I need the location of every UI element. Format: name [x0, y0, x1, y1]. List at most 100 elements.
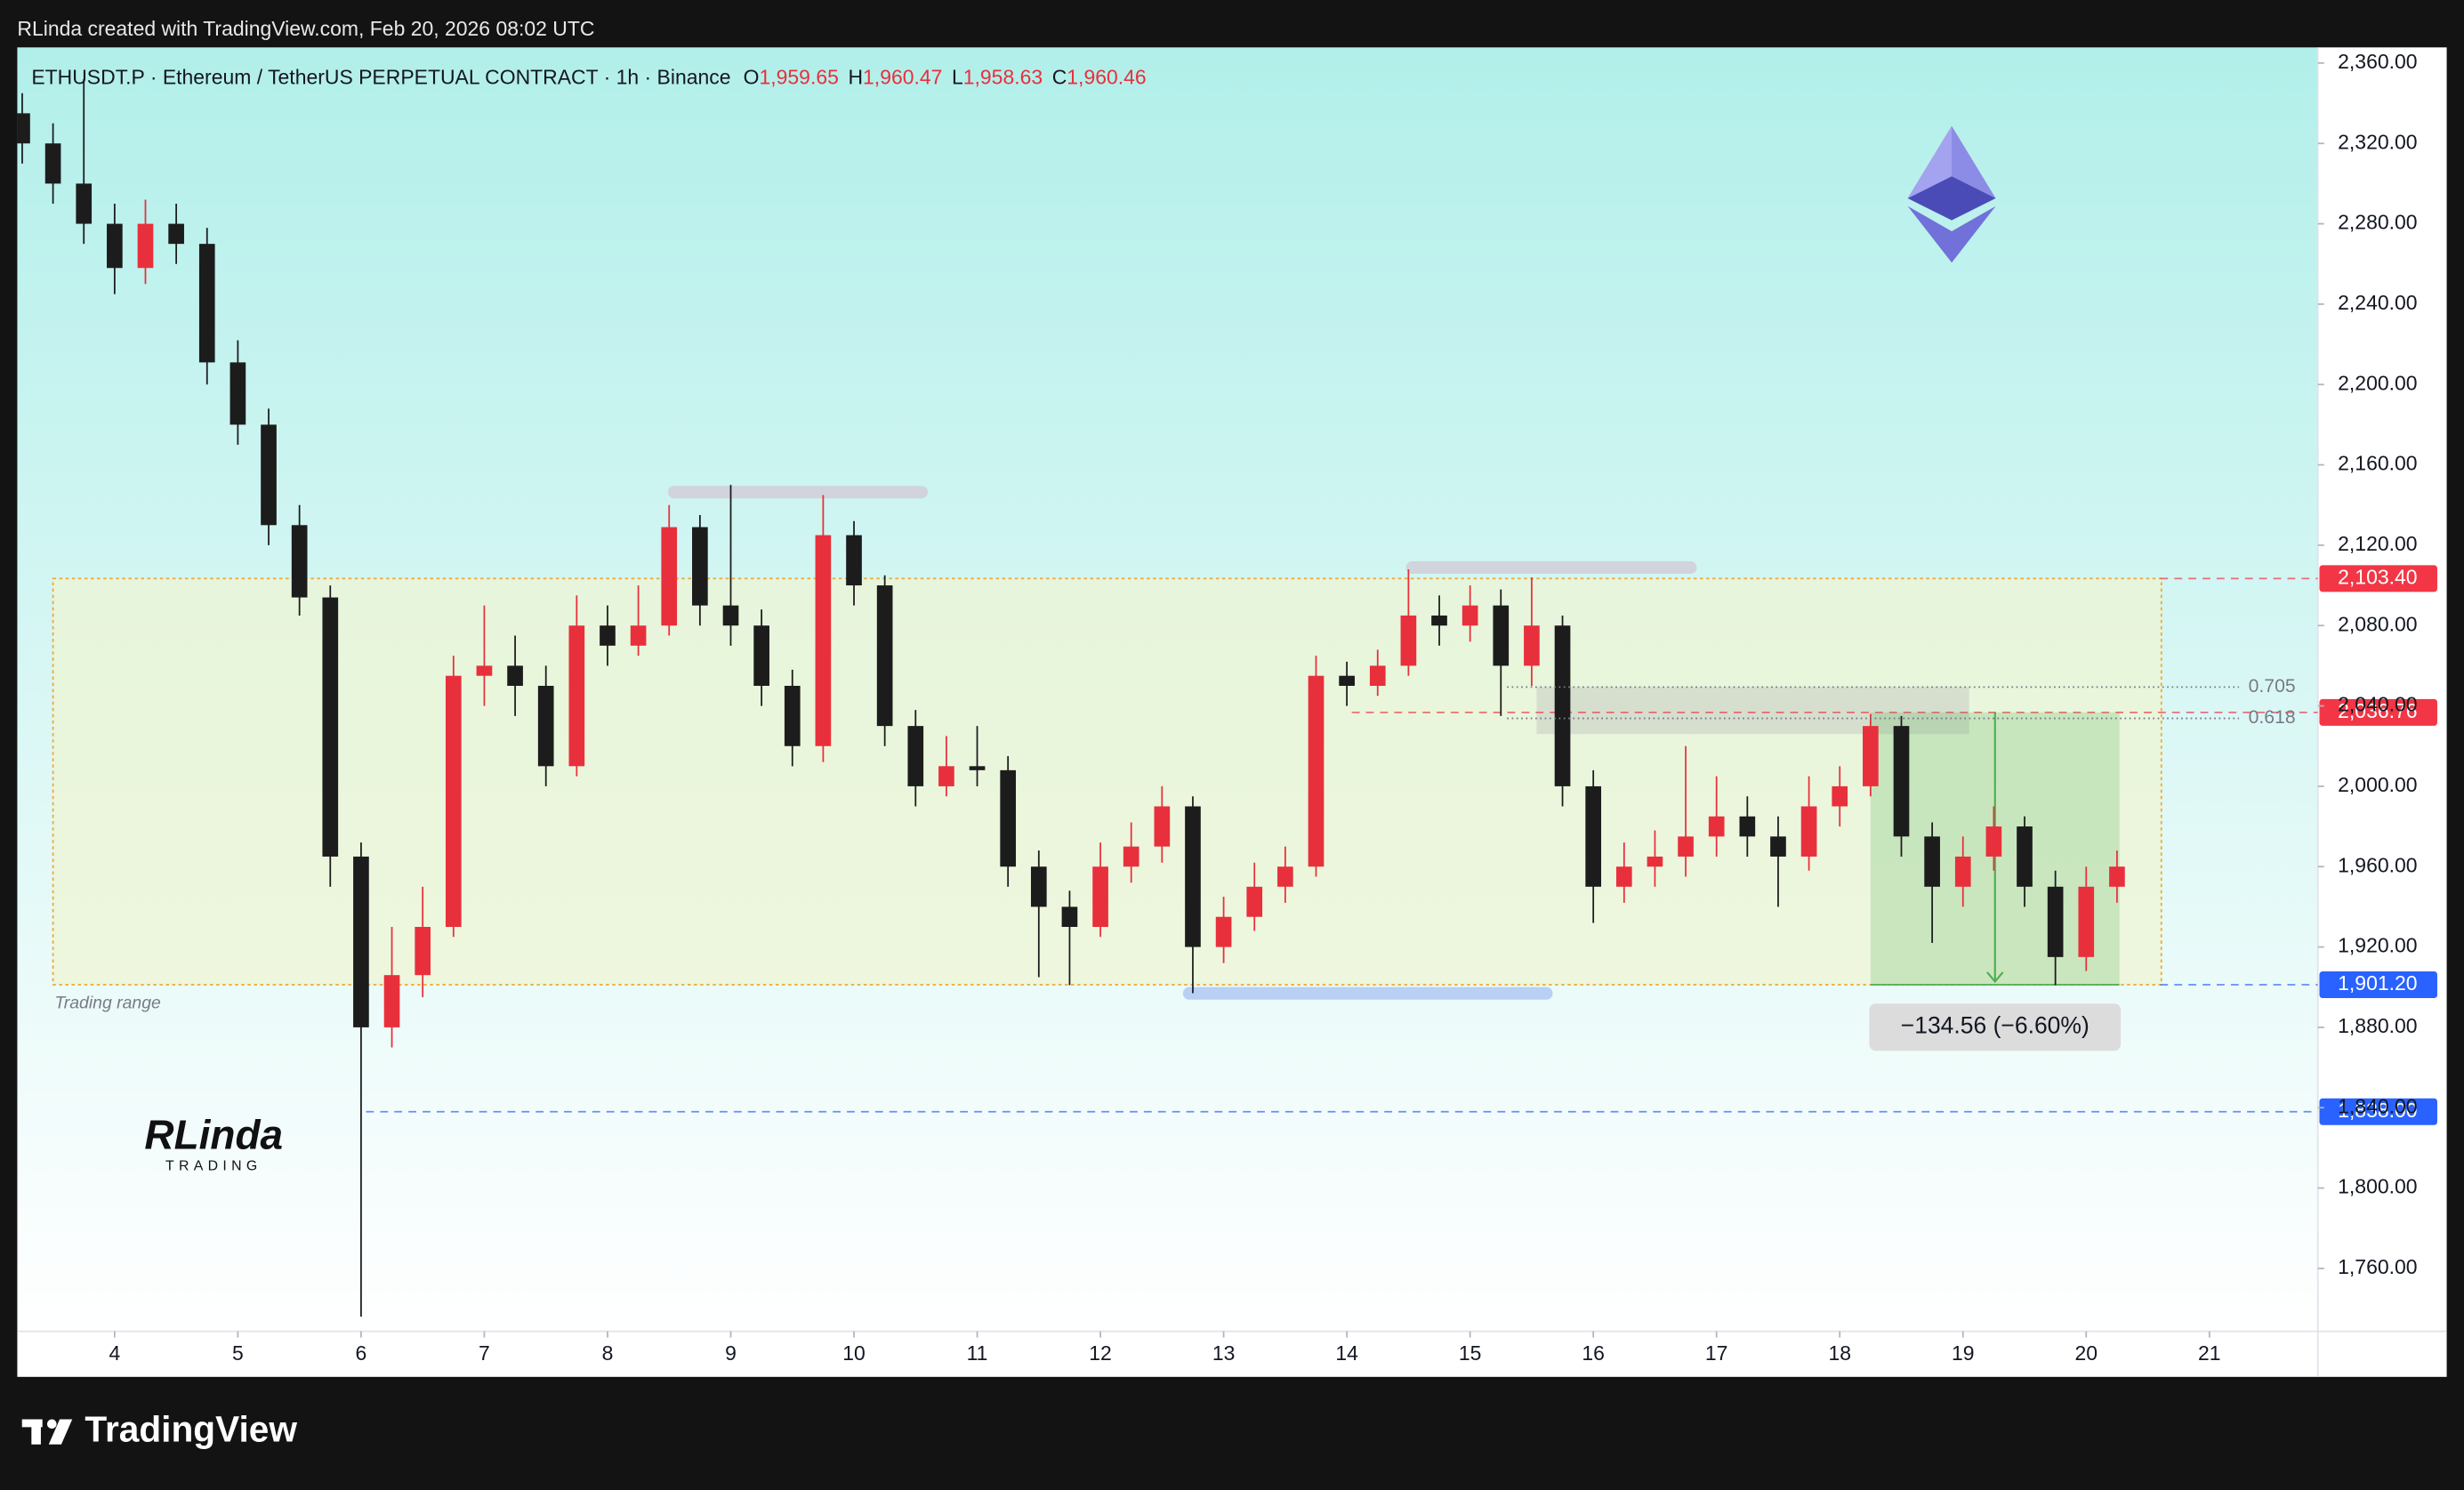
- y-tick-label: 2,280.00: [2338, 211, 2417, 234]
- candle-body: [1123, 846, 1139, 867]
- candle-body: [415, 926, 431, 976]
- candle-body: [1770, 836, 1786, 857]
- x-tick-label: 20: [2075, 1341, 2098, 1365]
- candle-body: [1800, 806, 1817, 857]
- candle-body: [291, 525, 308, 598]
- ohlc-value: 1,958.63: [963, 66, 1043, 89]
- zone: [1182, 987, 1553, 1000]
- candle-body: [1061, 906, 1078, 927]
- candle-body: [692, 527, 708, 606]
- candle-body: [1339, 675, 1355, 686]
- candle-body: [661, 527, 678, 626]
- y-tick-label: 2,240.00: [2338, 291, 2417, 314]
- footer-logo: [21, 1419, 73, 1445]
- candle-body: [322, 597, 339, 857]
- candle-body: [1615, 866, 1632, 887]
- candle-body: [1400, 615, 1417, 666]
- x-tick-label: 4: [109, 1341, 120, 1365]
- ohlc-key: L: [952, 66, 963, 89]
- y-tick-label: 2,360.00: [2338, 50, 2417, 73]
- candle-body: [1092, 866, 1108, 927]
- ohlc-key: C: [1052, 66, 1067, 89]
- candle-body: [445, 675, 462, 927]
- candle-body: [876, 585, 893, 727]
- candle-body: [44, 143, 61, 184]
- plot-layer: Trading range −134.56 (−6.60%): [17, 78, 2318, 1317]
- candle-body: [630, 625, 647, 646]
- symbol-legend: ETHUSDT.P · Ethereum / TetherUS PERPETUA…: [31, 66, 1146, 89]
- candle-body: [722, 605, 739, 626]
- candle-body: [1739, 816, 1756, 837]
- ohlc-value: 1,960.46: [1067, 66, 1146, 89]
- fib-label: 0.705: [2249, 676, 2296, 697]
- candle-body: [1678, 836, 1694, 857]
- measure-label-box: [1869, 1003, 2122, 1051]
- level-label: 2,103.40: [2338, 565, 2417, 588]
- level-label: 1,838.00: [2338, 1099, 2417, 1122]
- candle-body: [784, 685, 801, 746]
- candle-body: [969, 766, 986, 770]
- candle-body: [2109, 866, 2125, 887]
- x-tick-label: 19: [1952, 1341, 1975, 1365]
- candle-body: [1524, 625, 1540, 666]
- x-tick-label: 9: [725, 1341, 737, 1365]
- candle-body: [1431, 615, 1447, 626]
- y-tick-label: 1,960.00: [2338, 853, 2417, 876]
- footer-brand: TradingView: [85, 1408, 297, 1449]
- y-tick-label: 2,080.00: [2338, 612, 2417, 635]
- y-tick-label: 2,120.00: [2338, 532, 2417, 555]
- candle-body: [507, 665, 523, 686]
- level-label: 1,901.20: [2338, 971, 2417, 995]
- candle-body: [537, 685, 554, 767]
- candle-body: [600, 625, 616, 646]
- symbol: ETHUSDT.P · Ethereum / TetherUS PERPETUA…: [31, 66, 730, 89]
- x-tick-label: 14: [1335, 1341, 1358, 1365]
- candle-body: [846, 535, 862, 586]
- x-tick-label: 10: [842, 1341, 866, 1365]
- candle-body: [76, 183, 93, 224]
- candle-body: [1246, 886, 1263, 917]
- level-tag: [2319, 565, 2437, 592]
- candle-body: [1832, 785, 1848, 807]
- candle-body: [353, 856, 369, 1027]
- x-tick-label: 16: [1582, 1341, 1605, 1365]
- y-tick-label: 2,200.00: [2338, 371, 2417, 394]
- candle-body: [1030, 866, 1047, 907]
- x-tick-label: 8: [602, 1341, 614, 1365]
- candle-body: [107, 223, 123, 269]
- candle-body: [383, 975, 400, 1027]
- fib-label: 0.618: [2249, 707, 2296, 728]
- watermark-sub: TRADING: [165, 1158, 262, 1173]
- candle-body: [1277, 866, 1293, 887]
- candle-body: [1708, 816, 1725, 837]
- x-tick-label: 12: [1089, 1341, 1112, 1365]
- candle-body: [1985, 826, 2002, 857]
- candle-body: [938, 766, 954, 786]
- ohlc-key: O: [744, 66, 760, 89]
- candle-body: [2047, 886, 2064, 957]
- candle-body: [1863, 726, 1879, 786]
- eth-logo: [1907, 125, 1996, 263]
- range-label: Trading range: [54, 993, 161, 1012]
- attribution: RLinda created with TradingView.com, Feb…: [17, 17, 594, 40]
- candle-body: [1493, 605, 1510, 666]
- candle-body: [1924, 836, 1940, 887]
- candle-body: [1954, 856, 1971, 887]
- level-tag: [2319, 1098, 2437, 1125]
- candle-body: [168, 223, 184, 245]
- level-label: 2,036.76: [2338, 699, 2417, 722]
- candle-body: [476, 665, 493, 676]
- measure-arrowhead: [1986, 971, 2004, 984]
- x-tick-label: 6: [356, 1341, 367, 1365]
- x-tick-label: 13: [1212, 1341, 1236, 1365]
- candle-body: [1185, 806, 1201, 947]
- candle-body: [1000, 769, 1017, 867]
- y-tick-label: 2,320.00: [2338, 130, 2417, 153]
- y-tick-label: 2,160.00: [2338, 452, 2417, 475]
- candle-body: [1461, 605, 1478, 626]
- x-tick-label: 7: [479, 1341, 490, 1365]
- y-tick-label: 1,760.00: [2338, 1255, 2417, 1278]
- candle-body: [137, 223, 154, 269]
- x-tick-label: 18: [1828, 1341, 1851, 1365]
